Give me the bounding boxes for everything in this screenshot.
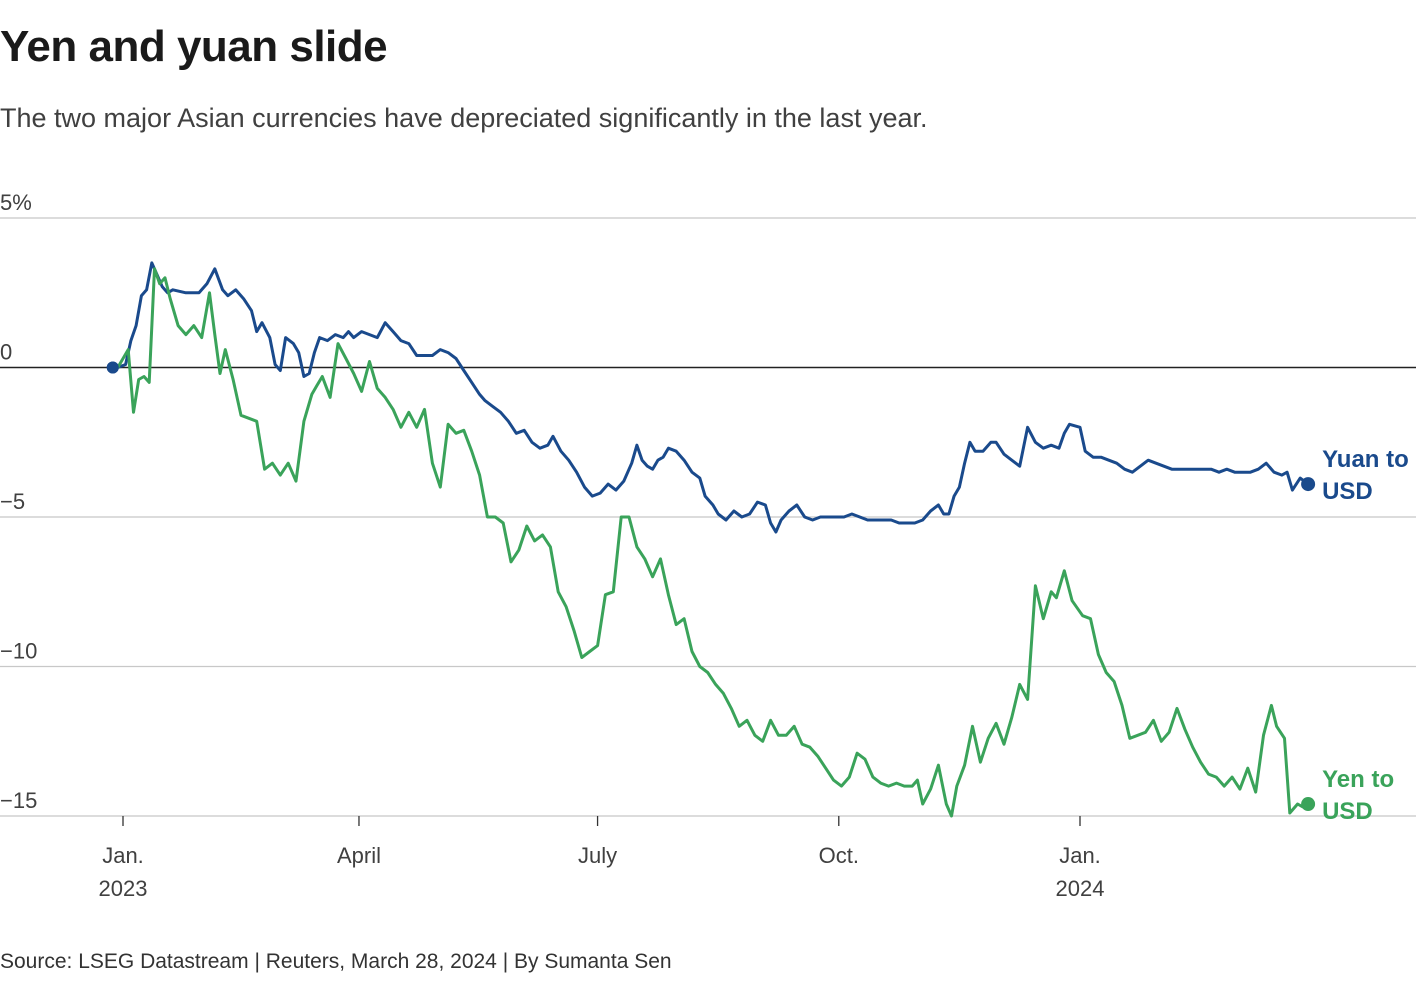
x-axis-ticks: Jan. 2023 April July Oct. Jan. 2024 bbox=[99, 816, 1105, 901]
y-axis-ticks: 5% 0 −5 −10 −15 bbox=[0, 190, 37, 813]
y-tick-label: −15 bbox=[0, 788, 37, 813]
x-tick-label: July bbox=[578, 843, 617, 868]
yen-to-usd-label: USD bbox=[1322, 798, 1373, 825]
yuan-to-usd-label: USD bbox=[1322, 478, 1373, 505]
x-tick-label: Jan. bbox=[102, 843, 144, 868]
yen-to-usd-line bbox=[116, 267, 1310, 818]
x-tick-label: Jan. bbox=[1059, 843, 1101, 868]
y-tick-label: 5% bbox=[0, 190, 32, 215]
yen-to-usd-end-point bbox=[1301, 797, 1316, 812]
series-lines bbox=[106, 261, 1316, 818]
y-tick-label: −5 bbox=[0, 489, 25, 514]
yen-to-usd-label: Yen to bbox=[1322, 766, 1394, 793]
yuan-to-usd-end-point bbox=[1301, 477, 1316, 492]
yuan-to-usd-line bbox=[116, 261, 1310, 534]
chart-title: Yen and yuan slide bbox=[0, 22, 388, 71]
yen-to-usd-start-point bbox=[106, 361, 119, 374]
x-tick-label: Oct. bbox=[819, 843, 859, 868]
series-labels: Yuan to USD Yen to USD bbox=[1322, 446, 1409, 825]
x-tick-year-label: 2023 bbox=[99, 876, 148, 901]
x-tick-label: April bbox=[337, 843, 381, 868]
yuan-to-usd-label: Yuan to bbox=[1322, 446, 1409, 473]
gridlines bbox=[0, 217, 1416, 817]
y-tick-label: 0 bbox=[0, 340, 12, 365]
y-tick-label: −10 bbox=[0, 639, 37, 664]
line-chart: 5% 0 −5 −10 −15 Jan. 2023 April July Oct. Jan. 202… bbox=[0, 190, 1416, 901]
source-note: Source: LSEG Datastream | Reuters, March… bbox=[0, 950, 672, 973]
chart-subtitle: The two major Asian currencies have depr… bbox=[0, 103, 928, 133]
x-tick-year-label: 2024 bbox=[1056, 876, 1105, 901]
